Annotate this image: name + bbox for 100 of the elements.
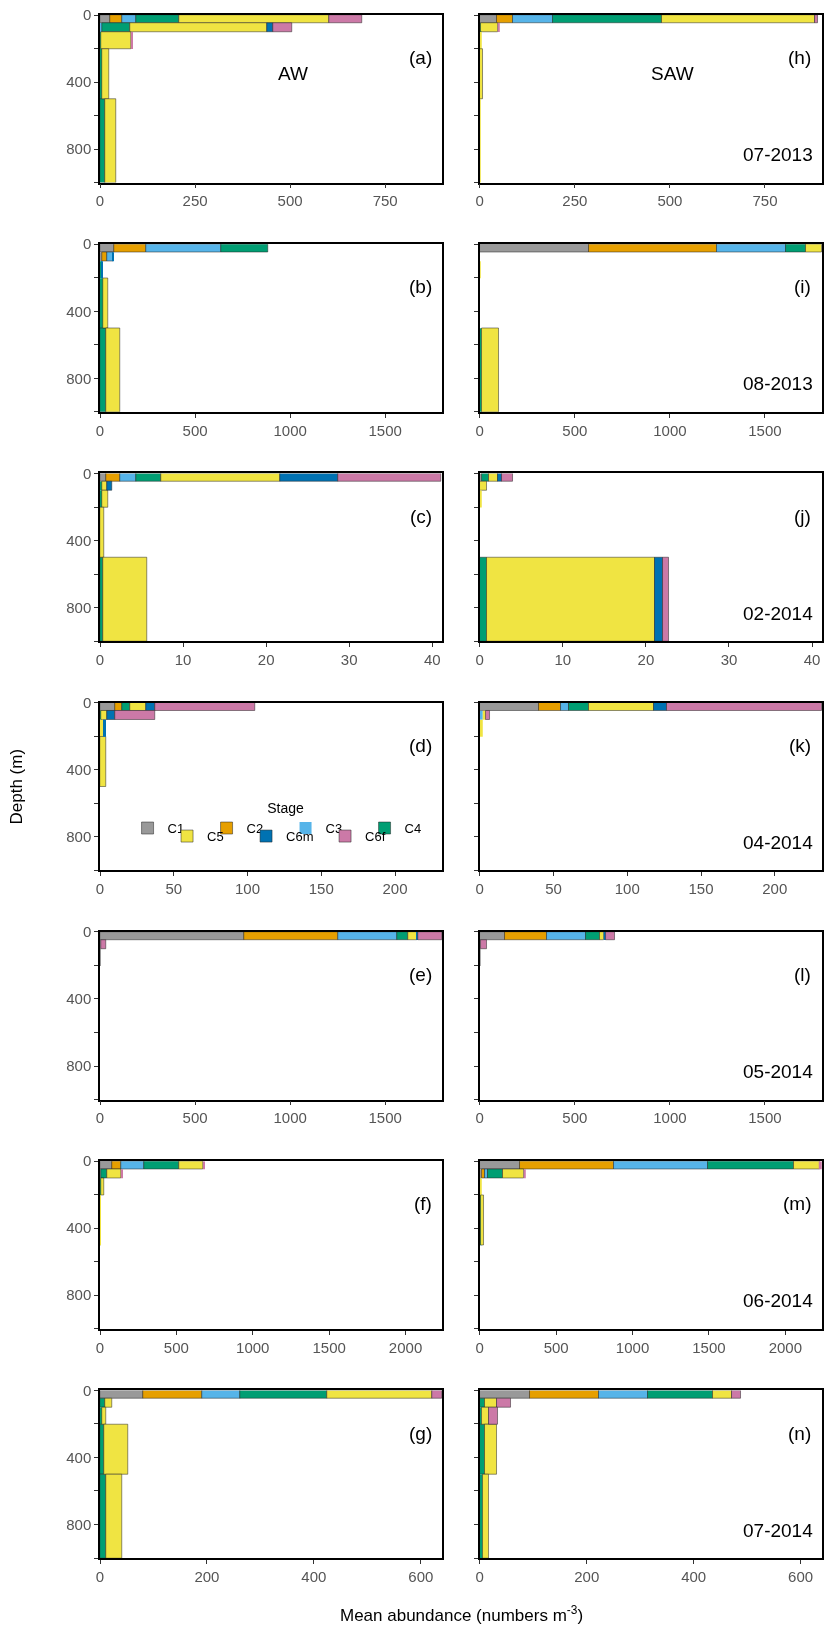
x-tick-label: 2000 <box>388 1338 423 1356</box>
x-tick-label: 1000 <box>653 1109 687 1127</box>
legend-label: C5 <box>207 829 224 845</box>
annotation: 06-2014 <box>743 1290 814 1311</box>
x-tick-label: 500 <box>182 421 208 439</box>
x-tick-label: 500 <box>562 421 588 439</box>
x-tick-label: 500 <box>562 1109 588 1127</box>
x-tick-label: 150 <box>308 880 334 898</box>
y-tick-label: 0 <box>82 1381 92 1399</box>
x-tick-label: 2000 <box>768 1338 803 1356</box>
x-tick-label: 500 <box>543 1338 569 1356</box>
x-tick-label: 0 <box>475 421 484 439</box>
annotation: (k) <box>789 735 812 756</box>
y-tick-label: 400 <box>66 761 92 778</box>
y-axis-title: Depth (m) <box>7 748 27 825</box>
annotation: 07-2014 <box>743 1520 814 1541</box>
y-tick-label: 400 <box>66 990 92 1008</box>
annotation: (m) <box>783 1193 812 1214</box>
annotation: 04-2014 <box>743 832 814 853</box>
x-tick-label: 50 <box>545 880 562 898</box>
x-tick-label: 50 <box>165 880 183 898</box>
y-tick-label: 800 <box>66 140 92 158</box>
x-tick-label: 1000 <box>273 421 307 439</box>
y-tick-label: 0 <box>82 1152 92 1170</box>
x-tick-label: 500 <box>657 192 683 210</box>
x-tick-label: 0 <box>95 192 105 210</box>
y-tick-label: 800 <box>66 369 92 387</box>
x-tick-label: 100 <box>614 880 640 898</box>
legend-label: C6m <box>286 829 314 845</box>
x-axis-title: Mean abundance (numbers m$^{-3}$) <box>340 1603 584 1626</box>
x-tick-label: 30 <box>340 650 358 668</box>
x-tick-label: 0 <box>95 1567 105 1585</box>
x-tick-label: 0 <box>475 1338 484 1356</box>
x-tick-label: 400 <box>301 1567 327 1585</box>
annotation: 05-2014 <box>743 1061 814 1082</box>
annotation: (c) <box>410 506 433 527</box>
x-tick-label: 0 <box>475 1567 484 1585</box>
x-tick-label: 1500 <box>312 1338 346 1356</box>
x-tick-label: 0 <box>475 650 484 668</box>
x-tick-label: 30 <box>720 650 738 668</box>
x-tick-label: 0 <box>95 421 105 439</box>
x-tick-label: 0 <box>95 880 105 898</box>
x-tick-label: 1000 <box>653 421 687 439</box>
annotation: (h) <box>788 47 812 68</box>
x-tick-label: 10 <box>174 650 192 668</box>
annotation: (i) <box>794 276 811 297</box>
x-tick-label: 500 <box>182 1109 208 1127</box>
y-tick-label: 0 <box>82 464 92 482</box>
y-tick-label: 400 <box>66 73 92 91</box>
x-tick-label: 0 <box>475 1109 484 1127</box>
x-tick-label: 40 <box>803 650 821 668</box>
x-tick-label: 250 <box>182 192 208 210</box>
x-tick-label: 20 <box>257 650 275 668</box>
annotation: SAW <box>651 63 694 84</box>
legend-label: C3 <box>325 821 343 837</box>
y-tick-label: 800 <box>66 598 92 616</box>
annotation: (f) <box>414 1193 432 1214</box>
x-tick-label: 200 <box>574 1567 600 1585</box>
annotation: (l) <box>794 964 811 985</box>
annotation: (n) <box>788 1423 812 1444</box>
x-tick-label: 200 <box>382 880 408 898</box>
annotation: (g) <box>409 1423 433 1444</box>
y-tick-label: 0 <box>82 923 92 941</box>
y-tick-label: 400 <box>66 1219 92 1237</box>
legend-label: C2 <box>246 821 264 837</box>
y-tick-label: 0 <box>82 693 92 711</box>
legend-label: C1 <box>167 821 185 837</box>
annotation: 07-2013 <box>743 144 813 165</box>
y-tick-label: 800 <box>66 1286 92 1304</box>
annotation: 08-2013 <box>743 373 813 394</box>
x-tick-label: 750 <box>752 192 778 210</box>
x-tick-label: 1000 <box>273 1109 307 1127</box>
y-tick-label: 800 <box>66 1057 92 1075</box>
x-tick-label: 1500 <box>748 421 782 439</box>
x-tick-label: 200 <box>194 1567 220 1585</box>
y-tick-label: 400 <box>66 302 92 320</box>
x-tick-label: 150 <box>688 880 714 898</box>
x-tick-label: 40 <box>423 650 441 668</box>
y-tick-label: 400 <box>66 1448 92 1466</box>
x-tick-label: 600 <box>788 1567 814 1585</box>
x-tick-label: 1000 <box>615 1338 650 1356</box>
y-tick-label: 400 <box>66 531 92 549</box>
annotation: (a) <box>409 47 433 68</box>
y-tick-label: 800 <box>66 828 92 846</box>
y-tick-label: 0 <box>82 6 92 24</box>
x-tick-label: 10 <box>554 650 572 668</box>
legend-label: C6f <box>365 829 386 845</box>
x-tick-label: 20 <box>637 650 655 668</box>
annotation: (d) <box>409 735 433 756</box>
x-tick-label: 1500 <box>368 1109 402 1127</box>
x-tick-label: 0 <box>95 1338 105 1356</box>
x-tick-label: 100 <box>234 880 261 898</box>
x-tick-label: 400 <box>681 1567 707 1585</box>
annotation: AW <box>278 63 308 84</box>
x-tick-label: 500 <box>277 192 303 210</box>
x-tick-label: 0 <box>95 1109 105 1127</box>
x-tick-label: 250 <box>562 192 588 210</box>
legend-label: C4 <box>404 821 422 837</box>
legend-title: Stage <box>267 800 304 817</box>
y-tick-label: 0 <box>82 235 92 253</box>
